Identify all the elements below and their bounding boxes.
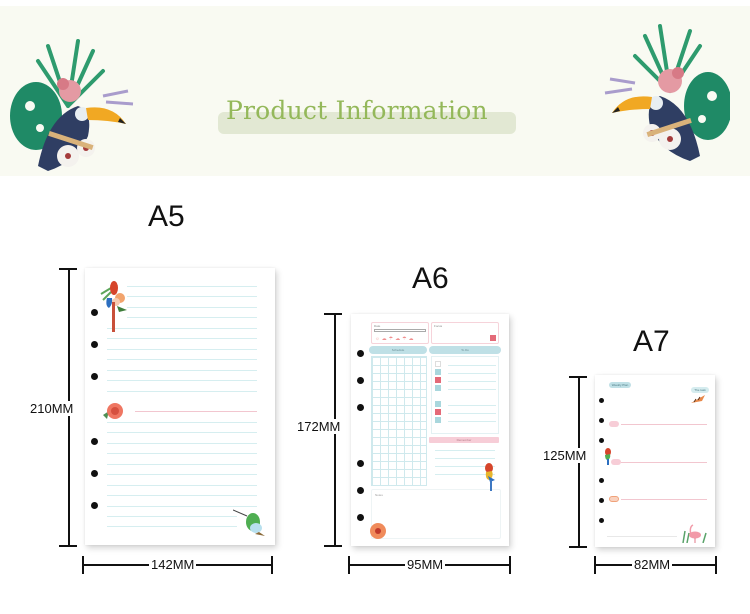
binder-hole <box>599 418 604 423</box>
a6-page: Date ☼☁☂☁☂☁ Focus Schedule To Do Remembe… <box>351 314 509 546</box>
a6-todo-header: To Do <box>429 346 501 354</box>
banner-title-block: Product Information <box>218 94 516 140</box>
binder-hole <box>357 377 364 384</box>
a7-day-marker <box>611 459 621 465</box>
binder-hole <box>357 487 364 494</box>
a6-schedule-header: Schedule <box>369 346 427 354</box>
a7-task-label: The task <box>691 387 709 393</box>
a7-weekly-plan-label: Weekly Plan <box>609 382 631 388</box>
binder-hole <box>599 478 604 483</box>
size-label-a7: A7 <box>633 325 670 358</box>
binder-hole <box>91 309 98 316</box>
parrot-icon <box>605 448 611 465</box>
binder-hole <box>357 460 364 467</box>
toucan-floral-illustration-right <box>604 24 730 161</box>
a6-height-cap-bottom <box>324 545 342 547</box>
a7-width-cap-right <box>715 556 717 574</box>
a6-width-label: 95MM <box>405 557 446 572</box>
binder-hole <box>599 498 604 503</box>
toucan-floral-illustration-left <box>10 39 134 171</box>
binder-hole <box>91 502 98 509</box>
page-title: Product Information <box>226 96 488 125</box>
a7-day-marker <box>609 496 619 502</box>
a7-width-label: 82MM <box>632 557 673 572</box>
tiger-icon <box>691 395 705 403</box>
binder-hole <box>357 350 364 357</box>
a6-remember-header: Remember <box>429 437 499 443</box>
a7-day-marker <box>609 421 619 427</box>
flamingo-icon <box>682 524 707 543</box>
a6-height-label: 172MM <box>295 419 343 434</box>
title-brush-highlight <box>218 112 516 134</box>
binder-hole <box>91 341 98 348</box>
a6-schedule-grid <box>371 356 427 486</box>
a5-height-cap-bottom <box>59 545 77 547</box>
binder-hole <box>357 514 364 521</box>
binder-hole <box>357 404 364 411</box>
a5-height-label: 210MM <box>28 401 76 416</box>
parrot-icon <box>100 281 127 332</box>
a7-page: Weekly Plan The task <box>595 375 715 547</box>
a7-height-cap-bottom <box>569 546 587 548</box>
a6-todo-list <box>431 356 499 434</box>
binder-hole <box>599 398 604 403</box>
a7-height-label: 125MM <box>541 448 589 463</box>
a5-width-cap-right <box>271 556 273 574</box>
binder-hole <box>91 470 98 477</box>
a6-height-cap-top <box>324 313 342 315</box>
binder-hole <box>91 373 98 380</box>
size-label-a6: A6 <box>412 262 449 295</box>
a6-focus-box: Focus <box>431 322 499 344</box>
a6-date-box: Date ☼☁☂☁☂☁ <box>371 322 429 344</box>
binder-hole <box>599 438 604 443</box>
hibiscus-icon <box>370 523 386 539</box>
a5-page <box>85 268 275 545</box>
binder-hole <box>91 438 98 445</box>
size-label-a5: A5 <box>148 200 185 233</box>
a6-width-cap-right <box>509 556 511 574</box>
parrot-icon <box>485 463 495 491</box>
rose-icon <box>103 403 123 419</box>
a6-notes-box: Notes <box>371 489 501 539</box>
hummingbird-icon <box>233 509 265 536</box>
a5-width-label: 142MM <box>149 557 197 572</box>
binder-hole <box>599 518 604 523</box>
product-info-banner: Product Information <box>0 6 750 176</box>
